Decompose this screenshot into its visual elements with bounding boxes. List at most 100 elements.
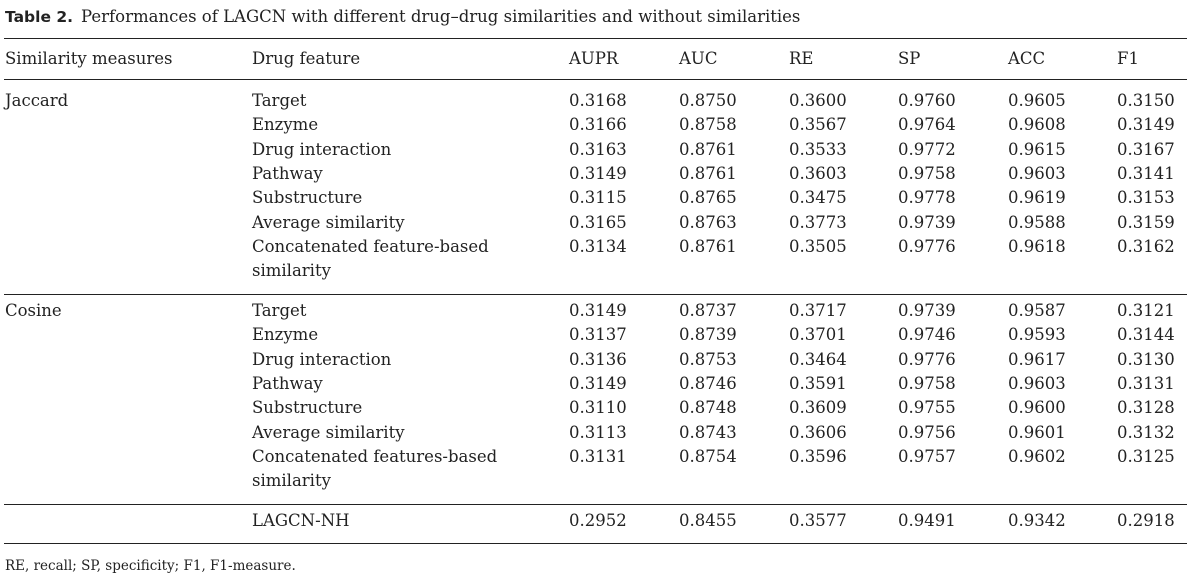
metric-cell-f1: 0.3144 bbox=[1117, 325, 1175, 345]
header-bottom-rule bbox=[4, 79, 1187, 80]
metric-cell-f1: 0.3128 bbox=[1117, 398, 1175, 418]
group-separator-rule bbox=[4, 294, 1187, 295]
drug-feature-cell: LAGCN-NH bbox=[252, 511, 350, 530]
metric-cell-re: 0.3701 bbox=[789, 325, 847, 345]
metric-cell-auc: 0.8758 bbox=[679, 115, 737, 135]
metric-cell-f1: 0.3141 bbox=[1117, 163, 1175, 183]
metric-cell-aupr: 0.3166 bbox=[569, 115, 627, 135]
metric-cell-acc: 0.9617 bbox=[1008, 349, 1066, 369]
metric-cell-aupr: 0.3131 bbox=[569, 446, 627, 466]
drug-feature-cell: Concatenated features-based similarity bbox=[252, 446, 498, 490]
metric-cell-acc: 0.9601 bbox=[1008, 422, 1066, 442]
metric-cell-acc: 0.9602 bbox=[1008, 446, 1066, 466]
metric-cell-aupr: 0.3136 bbox=[569, 349, 627, 369]
metric-cell-acc: 0.9588 bbox=[1008, 212, 1066, 232]
table-caption: Table 2. Performances of LAGCN with diffe… bbox=[5, 7, 800, 26]
metric-cell-sp: 0.9739 bbox=[898, 212, 956, 232]
metric-cell-aupr: 0.3137 bbox=[569, 325, 627, 345]
metric-cell-auc: 0.8739 bbox=[679, 325, 737, 345]
drug-feature-cell: Average similarity bbox=[252, 212, 405, 232]
metric-cell-f1: 0.3162 bbox=[1117, 236, 1175, 256]
column-header-acc: ACC bbox=[1008, 49, 1046, 68]
metric-cell-aupr: 0.3163 bbox=[569, 139, 627, 159]
table-bottom-rule bbox=[4, 543, 1187, 544]
metric-cell-aupr: 0.3149 bbox=[569, 163, 627, 183]
metric-cell-re: 0.3606 bbox=[789, 422, 847, 442]
metric-cell-re: 0.3567 bbox=[789, 115, 847, 135]
metric-cell-auc: 0.8737 bbox=[679, 301, 737, 320]
drug-feature-cell: Drug interaction bbox=[252, 139, 392, 159]
metric-cell-acc: 0.9342 bbox=[1008, 511, 1066, 530]
drug-feature-cell: Substructure bbox=[252, 188, 363, 208]
metric-cell-auc: 0.8743 bbox=[679, 422, 737, 442]
metric-cell-auc: 0.8761 bbox=[679, 236, 737, 256]
metric-cell-re: 0.3596 bbox=[789, 446, 847, 466]
drug-feature-cell: Drug interaction bbox=[252, 349, 392, 369]
metric-cell-sp: 0.9739 bbox=[898, 301, 956, 320]
metric-cell-sp: 0.9756 bbox=[898, 422, 956, 442]
metric-cell-auc: 0.8761 bbox=[679, 139, 737, 159]
metric-cell-sp: 0.9491 bbox=[898, 511, 956, 530]
metric-cell-f1: 0.3159 bbox=[1117, 212, 1175, 232]
metric-cell-re: 0.3533 bbox=[789, 139, 847, 159]
metric-cell-re: 0.3577 bbox=[789, 511, 847, 530]
metric-cell-acc: 0.9608 bbox=[1008, 115, 1066, 135]
metric-cell-auc: 0.8455 bbox=[679, 511, 737, 530]
metric-cell-re: 0.3591 bbox=[789, 373, 847, 393]
metric-cell-auc: 0.8765 bbox=[679, 188, 737, 208]
metric-cell-auc: 0.8750 bbox=[679, 91, 737, 110]
metric-cell-re: 0.3505 bbox=[789, 236, 847, 256]
metric-cell-re: 0.3464 bbox=[789, 349, 847, 369]
drug-feature-cell: Concatenated feature-based similarity bbox=[252, 236, 489, 280]
metric-cell-acc: 0.9618 bbox=[1008, 236, 1066, 256]
group-label-jaccard: Jaccard bbox=[5, 91, 69, 110]
table-footnote: RE, recall; SP, specificity; F1, F1-meas… bbox=[5, 558, 296, 574]
drug-feature-cell: Target bbox=[252, 91, 307, 110]
metric-cell-sp: 0.9760 bbox=[898, 91, 956, 110]
metric-cell-re: 0.3717 bbox=[789, 301, 847, 320]
column-header-f1: F1 bbox=[1117, 49, 1139, 68]
metric-cell-acc: 0.9593 bbox=[1008, 325, 1066, 345]
metric-cell-auc: 0.8748 bbox=[679, 398, 737, 418]
column-header-aupr: AUPR bbox=[569, 49, 619, 68]
metric-cell-auc: 0.8753 bbox=[679, 349, 737, 369]
metric-cell-acc: 0.9603 bbox=[1008, 373, 1066, 393]
drug-feature-cell: Pathway bbox=[252, 163, 323, 183]
metric-cell-sp: 0.9778 bbox=[898, 188, 956, 208]
metric-cell-acc: 0.9587 bbox=[1008, 301, 1066, 320]
metric-cell-sp: 0.9755 bbox=[898, 398, 956, 418]
metric-cell-acc: 0.9619 bbox=[1008, 188, 1066, 208]
metric-cell-sp: 0.9776 bbox=[898, 236, 956, 256]
drug-feature-cell: Average similarity bbox=[252, 422, 405, 442]
metric-cell-sp: 0.9758 bbox=[898, 163, 956, 183]
metric-cell-aupr: 0.3113 bbox=[569, 422, 627, 442]
metric-cell-aupr: 0.3168 bbox=[569, 91, 627, 110]
metric-cell-re: 0.3475 bbox=[789, 188, 847, 208]
column-header-auc: AUC bbox=[679, 49, 718, 68]
metric-cell-re: 0.3600 bbox=[789, 91, 847, 110]
metric-cell-f1: 0.3131 bbox=[1117, 373, 1175, 393]
metric-cell-aupr: 0.3115 bbox=[569, 188, 627, 208]
table-caption-text: Performances of LAGCN with different dru… bbox=[81, 7, 801, 26]
metric-cell-sp: 0.9746 bbox=[898, 325, 956, 345]
metric-cell-auc: 0.8763 bbox=[679, 212, 737, 232]
metric-cell-acc: 0.9603 bbox=[1008, 163, 1066, 183]
metric-cell-f1: 0.3150 bbox=[1117, 91, 1175, 110]
column-header-re: RE bbox=[789, 49, 814, 68]
metric-cell-f1: 0.3167 bbox=[1117, 139, 1175, 159]
metric-cell-re: 0.3603 bbox=[789, 163, 847, 183]
metric-cell-aupr: 0.2952 bbox=[569, 511, 627, 530]
metric-cell-f1: 0.3125 bbox=[1117, 446, 1175, 466]
metric-cell-sp: 0.9757 bbox=[898, 446, 956, 466]
metric-cell-aupr: 0.3110 bbox=[569, 398, 627, 418]
metric-cell-acc: 0.9615 bbox=[1008, 139, 1066, 159]
drug-feature-cell: Enzyme bbox=[252, 115, 319, 135]
column-header-drug-feature: Drug feature bbox=[252, 49, 361, 68]
metric-cell-aupr: 0.3149 bbox=[569, 301, 627, 320]
metric-cell-aupr: 0.3149 bbox=[569, 373, 627, 393]
drug-feature-cell: Target bbox=[252, 301, 307, 320]
metric-cell-sp: 0.9772 bbox=[898, 139, 956, 159]
metric-cell-re: 0.3609 bbox=[789, 398, 847, 418]
metric-cell-f1: 0.2918 bbox=[1117, 511, 1175, 530]
table-top-rule bbox=[4, 38, 1187, 39]
